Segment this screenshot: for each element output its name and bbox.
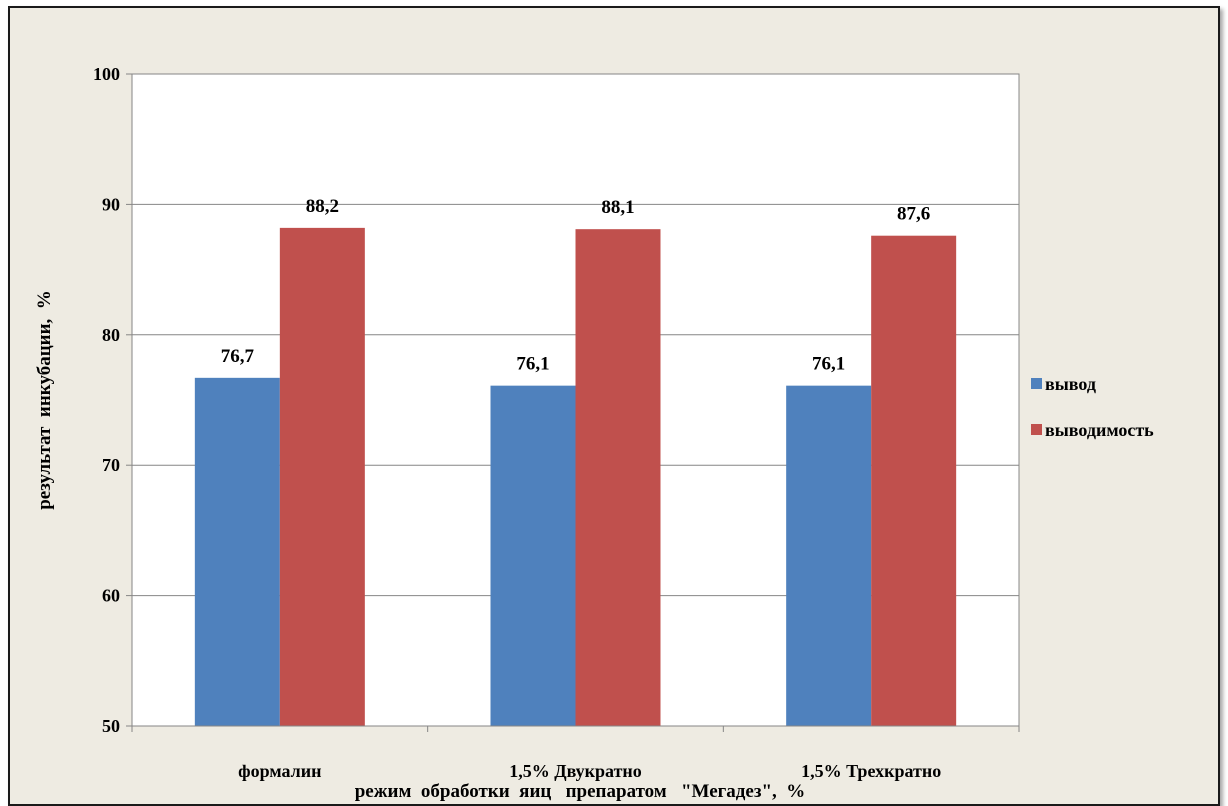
legend-label-vyvod: вывод [1045, 374, 1096, 394]
y-axis-title: результат инкубации, % [34, 290, 55, 510]
bar-vyvod [194, 377, 280, 726]
legend-label-vyvodimost: выводимость [1045, 420, 1154, 440]
bar-vyvodimost [575, 229, 661, 726]
y-tick-label: 50 [102, 716, 120, 736]
bar-vyvod [786, 385, 872, 726]
data-label: 88,1 [601, 197, 634, 218]
legend-swatch-vyvod [1031, 378, 1042, 389]
data-label: 76,1 [812, 354, 845, 375]
bars [194, 227, 957, 727]
bar-vyvodimost [279, 227, 365, 726]
data-label: 87,6 [897, 204, 930, 225]
y-tick-label: 70 [102, 455, 120, 475]
data-label: 76,7 [221, 346, 255, 367]
bar-vyvod [490, 385, 576, 726]
x-category-label: 1,5% Трехкратно [801, 761, 941, 781]
y-tick-label: 80 [102, 325, 120, 345]
axes: 50 60 70 80 90 100 формалин 1,5% Двукратно 1,5% … [93, 64, 1020, 781]
x-axis-title: режим обработки яиц препаратом "Мегадез"… [355, 781, 806, 802]
bar-vyvodimost [871, 235, 957, 727]
y-tick-label: 100 [93, 64, 120, 84]
legend: вывод выводимость [1031, 374, 1154, 440]
y-tick-label: 90 [102, 194, 120, 214]
data-labels: 76,7 88,2 76,1 88,1 76,1 87,6 [221, 196, 931, 375]
x-category-label: 1,5% Двукратно [509, 761, 642, 781]
y-tick-label: 60 [102, 586, 120, 606]
data-label: 76,1 [516, 354, 549, 375]
data-label: 88,2 [306, 196, 339, 217]
legend-swatch-vyvodimost [1031, 424, 1042, 435]
x-category-label: формалин [238, 761, 321, 781]
